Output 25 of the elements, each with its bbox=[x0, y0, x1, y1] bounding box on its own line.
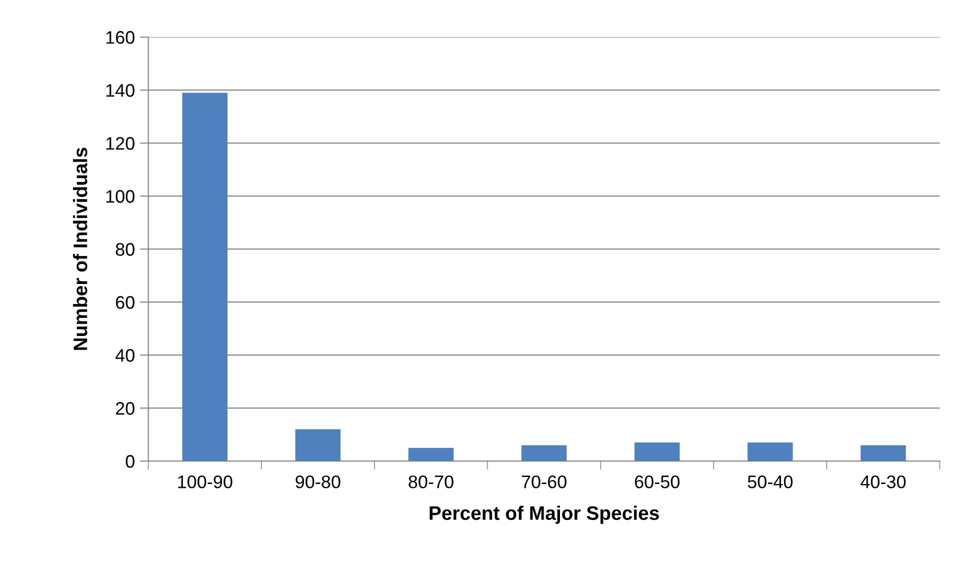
y-tick-label: 0 bbox=[126, 455, 134, 468]
x-axis-title: Percent of Major Species bbox=[430, 506, 659, 524]
y-tick-label: 20 bbox=[116, 402, 134, 415]
bar bbox=[860, 445, 906, 462]
bar bbox=[521, 445, 567, 462]
x-tick-label: 100-90 bbox=[178, 475, 232, 488]
y-tick-label: 160 bbox=[106, 31, 134, 44]
y-tick-label: 40 bbox=[115, 349, 134, 362]
x-tick-label: 70-60 bbox=[522, 475, 566, 488]
x-tick-label: 90-80 bbox=[296, 475, 340, 488]
x-tick-label: 80-70 bbox=[408, 475, 454, 488]
y-tick-label: 80 bbox=[116, 243, 134, 256]
x-tick-label: 60-50 bbox=[634, 475, 680, 488]
bar bbox=[748, 442, 793, 462]
y-tick-label: 140 bbox=[106, 84, 134, 97]
x-tick-label: 50-40 bbox=[748, 475, 793, 488]
y-tick-label: 120 bbox=[106, 137, 134, 150]
y-tick-label: 60 bbox=[116, 296, 134, 309]
x-tick-label: 40-30 bbox=[860, 475, 906, 488]
y-tick-label: 100 bbox=[106, 190, 134, 203]
bar bbox=[634, 442, 680, 462]
bar bbox=[182, 92, 228, 462]
bar bbox=[408, 448, 454, 462]
y-axis-title: Number of Individuals bbox=[73, 148, 88, 350]
bar bbox=[295, 429, 341, 462]
